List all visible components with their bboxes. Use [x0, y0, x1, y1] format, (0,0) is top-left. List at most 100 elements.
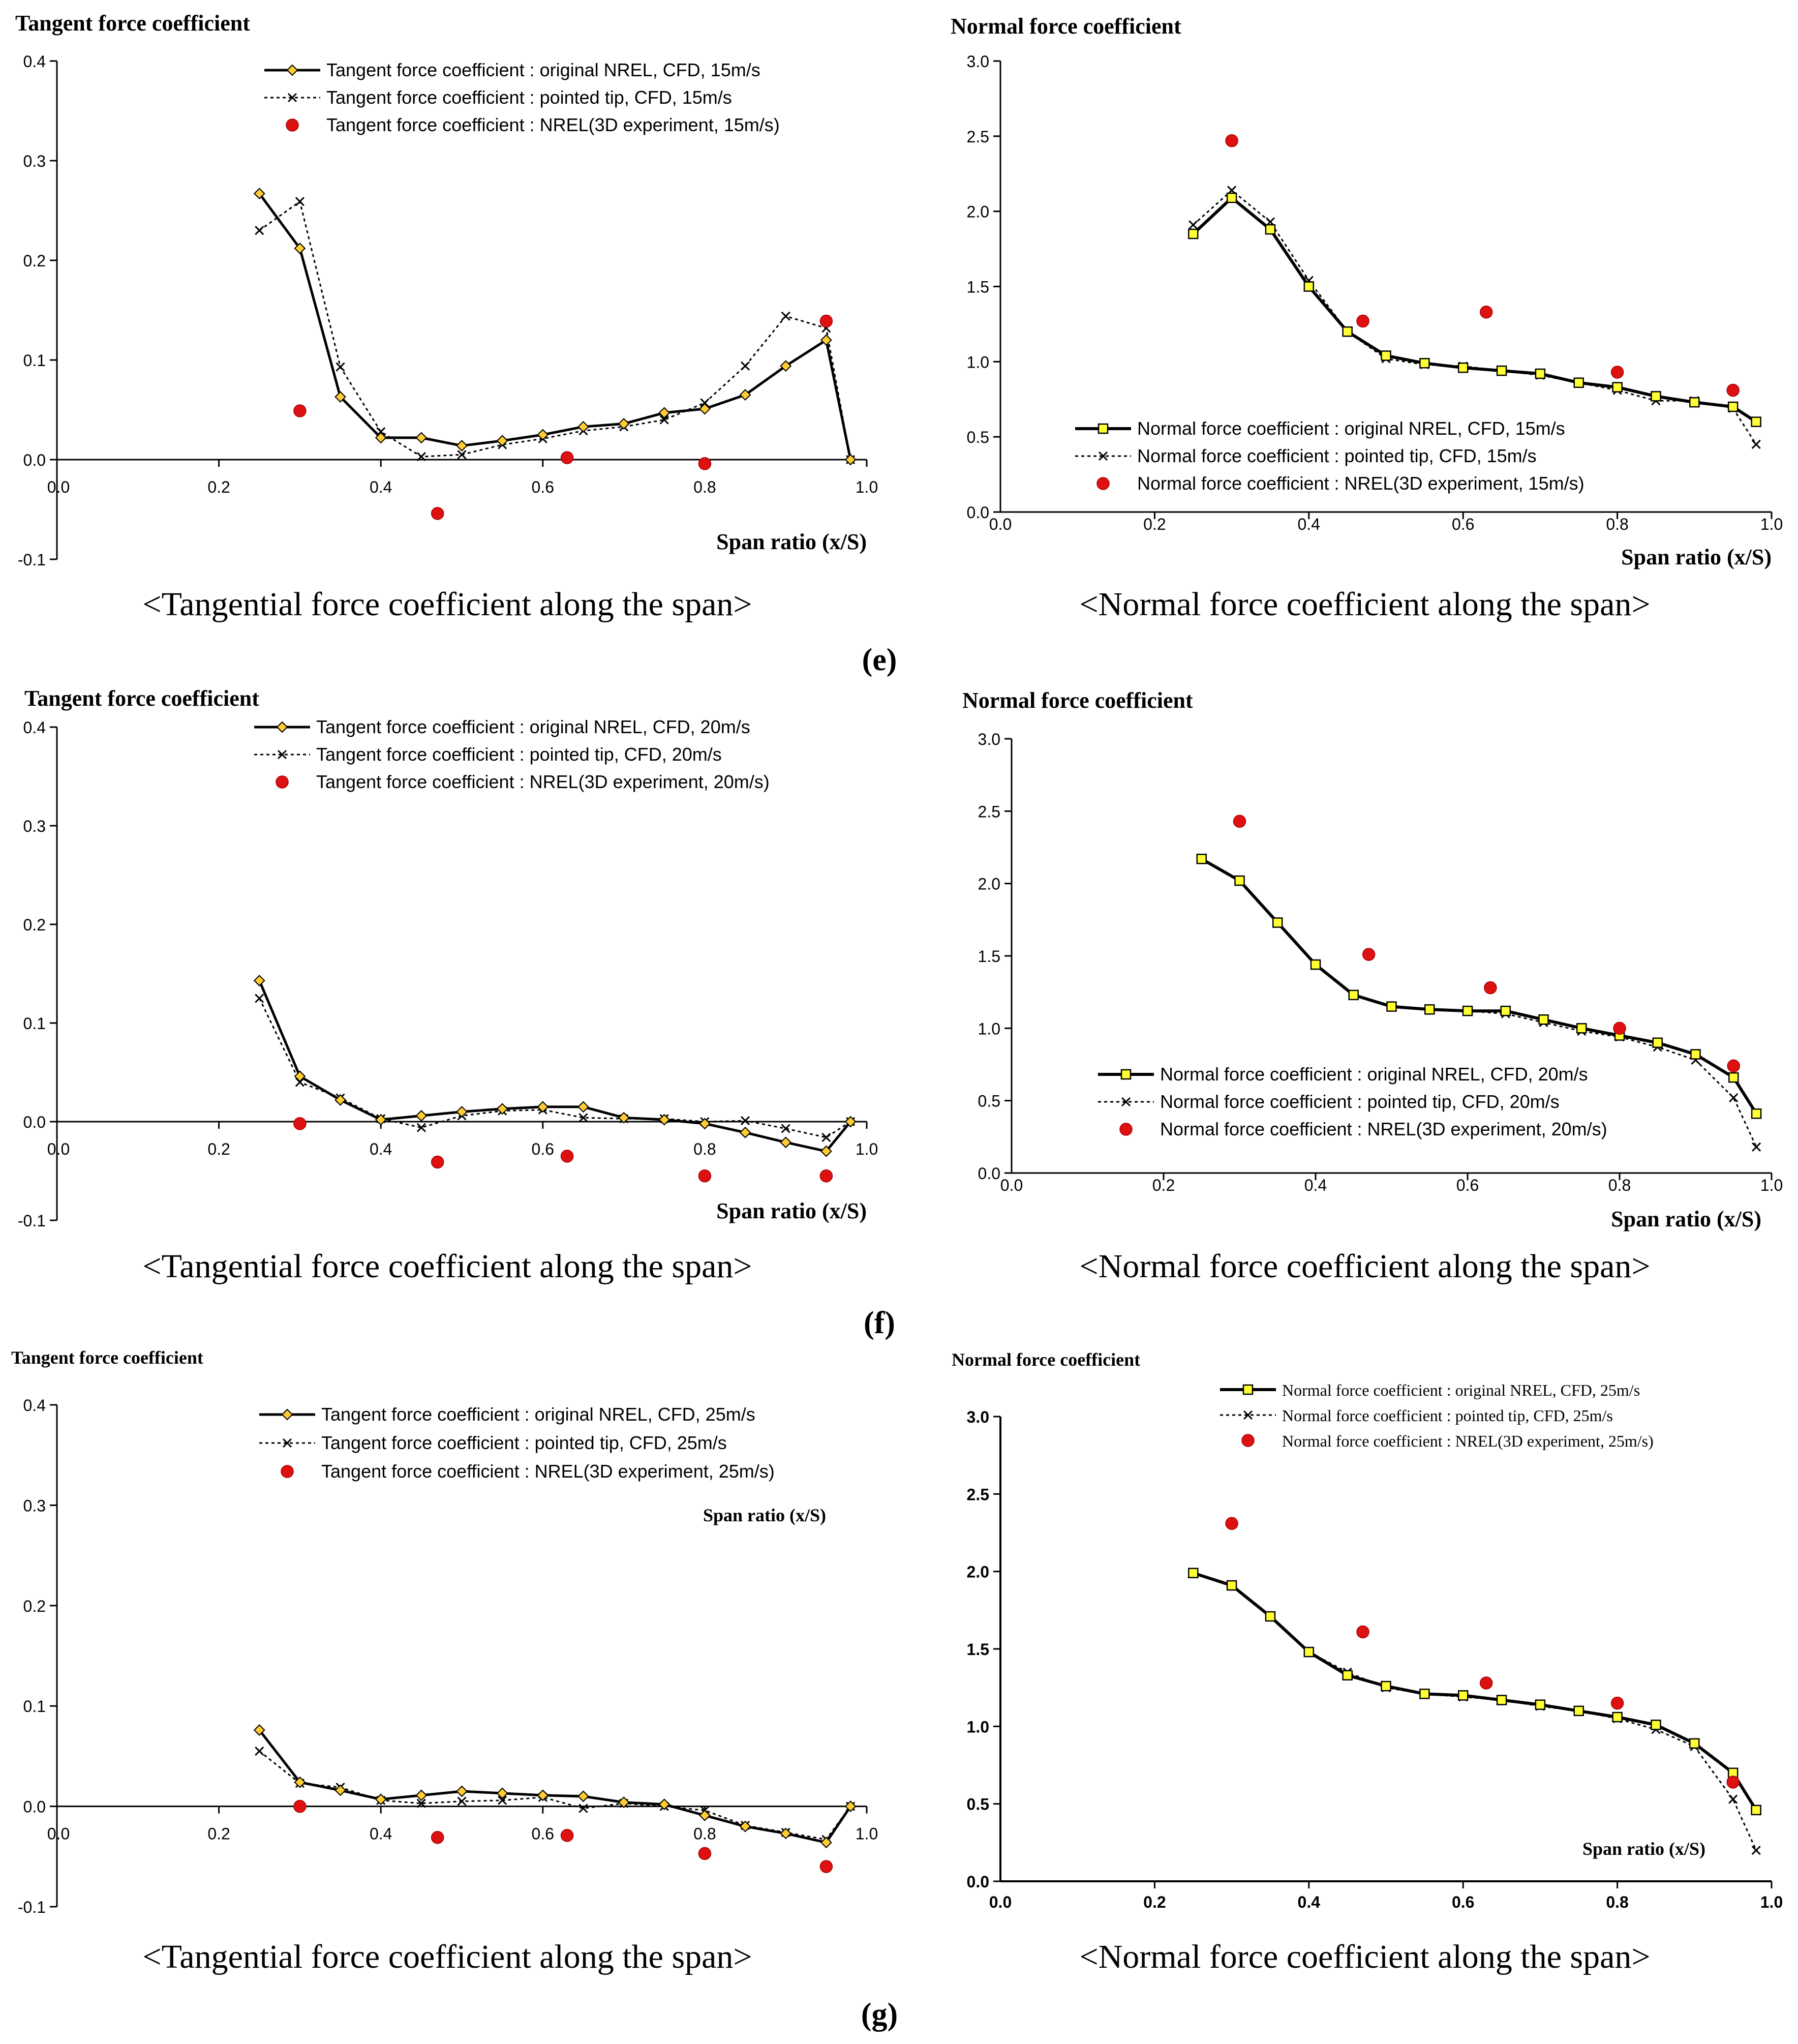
legend-entry-label: Normal force coefficient : NREL(3D exper… — [1137, 473, 1584, 494]
legend-symbol-experiment — [276, 775, 289, 789]
y-tick-label: 0.2 — [23, 916, 46, 934]
data-point-original — [739, 1126, 751, 1138]
y-tick-label: 0.0 — [23, 1113, 46, 1131]
series-pointed-tip — [255, 197, 856, 465]
y-tick-label: 1.5 — [967, 1640, 989, 1659]
data-point-original — [1386, 1001, 1397, 1012]
data-point-experiment — [1362, 948, 1376, 961]
data-point-original — [658, 1798, 671, 1811]
y-tick-label: 2.0 — [978, 875, 1000, 893]
y-tick-label: 1.0 — [967, 1718, 989, 1736]
legend-entry-label: Normal force coefficient : pointed tip, … — [1282, 1406, 1613, 1425]
data-point-experiment — [560, 1150, 574, 1163]
y-tick-label: 0.4 — [23, 718, 46, 737]
x-tick-label: 1.0 — [1760, 515, 1783, 533]
chart-title: Tangent force coefficient — [11, 1347, 203, 1368]
data-point-original — [1457, 1690, 1469, 1701]
legend-entry-label: Tangent force coefficient : pointed tip,… — [316, 744, 722, 765]
data-point-original — [1272, 917, 1283, 928]
data-point-pointed-tip — [416, 452, 426, 462]
data-point-original — [294, 1070, 306, 1083]
data-point-original — [496, 435, 508, 447]
legend-symbol-pointed-tip — [1243, 1410, 1253, 1420]
panel-label-e: (e) — [862, 643, 897, 677]
legend-symbol-original — [1098, 423, 1109, 434]
data-point-original — [1348, 989, 1359, 1001]
series-experiment — [293, 314, 833, 520]
data-point-original — [1342, 326, 1353, 337]
data-point-original — [334, 1784, 346, 1796]
data-point-pointed-tip — [498, 1795, 507, 1805]
x-axis-label: Span ratio (x/S) — [1582, 1839, 1705, 1859]
y-tick-label: 1.0 — [978, 1019, 1000, 1038]
data-point-original — [658, 1114, 671, 1126]
chart-6: Normal force coefficient 0.0 0.5 1.0 1.5 2.0 2… — [952, 1349, 1783, 1911]
data-point-pointed-tip — [255, 994, 264, 1003]
data-point-original — [456, 440, 468, 452]
data-point-experiment — [698, 1169, 712, 1183]
data-point-original — [658, 407, 671, 419]
data-point-original — [1612, 382, 1623, 393]
series-experiment — [293, 1799, 833, 1873]
legend-symbol-original — [281, 1408, 293, 1421]
data-point-original — [577, 1790, 589, 1802]
legend-symbol-pointed-tip — [287, 93, 297, 103]
y-tick-label: 0.3 — [23, 152, 46, 170]
data-point-original — [537, 1789, 549, 1801]
y-tick-label: 1.5 — [978, 947, 1000, 966]
data-point-original — [1751, 1805, 1761, 1816]
data-point-original — [844, 454, 857, 466]
legend-entry-label: Normal force coefficient : pointed tip, … — [1137, 445, 1537, 466]
x-tick-label: 0.4 — [370, 478, 392, 496]
data-point-original — [1265, 1611, 1276, 1622]
y-tick-label: 0.2 — [23, 1597, 46, 1615]
data-point-pointed-tip — [781, 311, 790, 321]
data-point-original — [698, 1118, 711, 1130]
y-tick-label: 0.2 — [23, 252, 46, 270]
data-point-original — [618, 1796, 630, 1809]
data-point-original — [1265, 224, 1276, 235]
chart-3: Tangent force coefficient -0.1 0.0 0.1 0.2 0.… — [18, 686, 878, 1230]
data-point-experiment — [1610, 366, 1624, 379]
data-point-original — [1576, 1023, 1587, 1034]
x-tick-label: 0.2 — [207, 1140, 230, 1158]
data-point-original — [1651, 1720, 1661, 1730]
x-tick-label: 0.0 — [47, 1825, 70, 1843]
data-point-experiment — [293, 1117, 307, 1130]
y-tick-label: 2.5 — [967, 128, 989, 146]
data-point-experiment — [698, 457, 712, 470]
chart-title: Tangent force coefficient — [24, 686, 259, 711]
data-point-original — [496, 1787, 508, 1799]
panel-label-g: (g) — [861, 1997, 898, 2032]
series-original — [253, 1724, 857, 1849]
data-point-pointed-tip — [1728, 1794, 1738, 1804]
data-point-original — [1462, 1005, 1473, 1016]
data-point-original — [375, 1114, 387, 1126]
data-point-original — [1573, 1705, 1584, 1717]
legend-entry-label: Normal force coefficient : original NREL… — [1160, 1064, 1588, 1085]
series-line-pointed-tip — [1193, 189, 1757, 445]
data-point-original — [375, 1793, 387, 1806]
panel-label: (g) — [861, 1997, 898, 2032]
y-tick-label: -0.1 — [18, 1212, 46, 1230]
x-tick-label: 1.0 — [856, 1825, 878, 1843]
data-point-original — [1727, 401, 1739, 412]
data-point-original — [1535, 368, 1546, 379]
series-experiment — [293, 1117, 833, 1183]
legend: Normal force coefficient : original NREL… — [1220, 1381, 1654, 1450]
data-point-original — [1612, 1711, 1623, 1723]
y-tick-label: 3.0 — [967, 52, 989, 71]
data-point-pointed-tip — [1751, 439, 1761, 449]
legend: Tangent force coefficient : original NRE… — [259, 1404, 775, 1482]
data-point-original — [537, 429, 549, 441]
data-point-original — [253, 188, 265, 200]
y-tick-label: 2.5 — [978, 802, 1000, 821]
data-point-original — [1751, 416, 1761, 427]
data-point-experiment — [1484, 981, 1497, 995]
data-point-original — [820, 1145, 832, 1157]
chart-title: Normal force coefficient — [952, 1349, 1140, 1370]
data-point-experiment — [819, 1169, 833, 1183]
x-tick-label: 0.8 — [1608, 1176, 1631, 1194]
chart-title: Normal force coefficient — [962, 688, 1193, 713]
